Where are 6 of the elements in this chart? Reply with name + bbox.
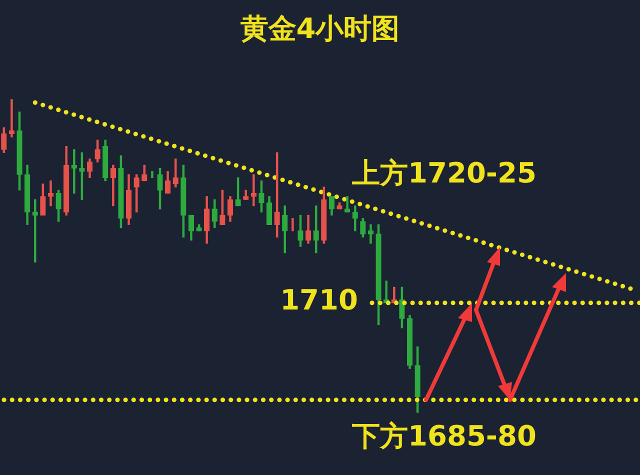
chart-title: 黄金4小时图 — [239, 12, 400, 46]
candlestick — [48, 180, 54, 206]
text: 下方1685-80 — [351, 419, 537, 452]
annotation: 上方1720-25 — [351, 156, 537, 190]
candlestick — [250, 174, 256, 206]
annotation: 1710 — [280, 283, 358, 316]
